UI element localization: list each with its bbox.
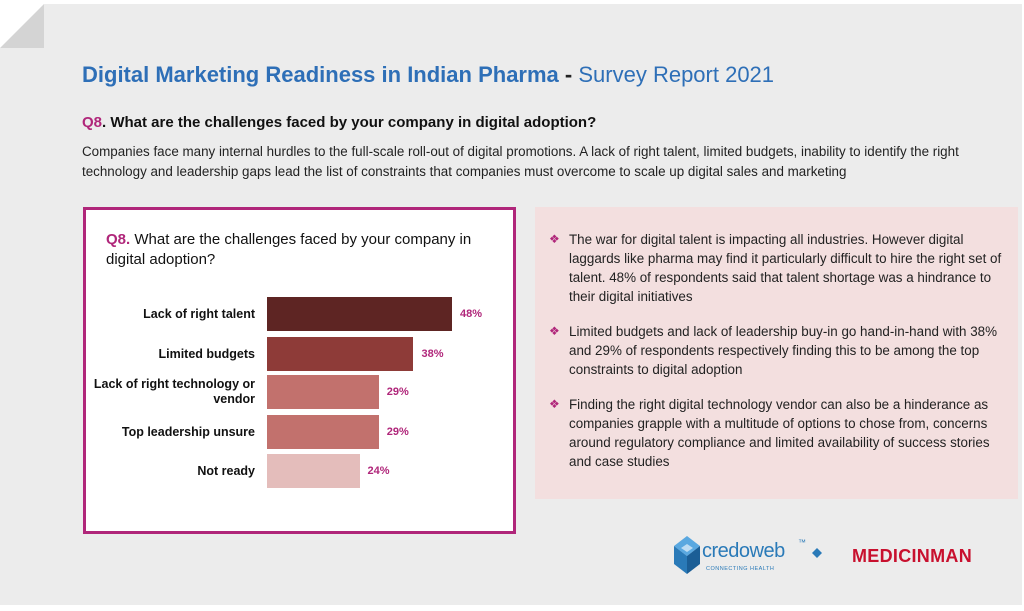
- bar: [267, 454, 360, 488]
- credoweb-tagline: CONNECTING HEALTH: [706, 566, 775, 572]
- report-title-separator: -: [564, 62, 573, 87]
- chart-title: Q8. What are the challenges faced by you…: [106, 230, 506, 270]
- bar-category-label: Top leadership unsure: [121, 424, 255, 439]
- insight-item: ❖ Limited budgets and lack of leadership…: [549, 322, 1009, 379]
- bar-value-label: 29%: [386, 386, 409, 398]
- report-title-sub: Survey Report 2021: [578, 62, 775, 87]
- chart-title-number: Q8.: [106, 231, 131, 248]
- bar-value-label: 48%: [460, 308, 483, 320]
- credoweb-trademark: ™: [798, 538, 806, 547]
- credoweb-diamond-icon: [812, 548, 822, 558]
- insight-text: The war for digital talent is impacting …: [569, 232, 1002, 304]
- question-heading: Q8. What are the challenges faced by you…: [82, 114, 596, 131]
- bar: [267, 337, 414, 371]
- bar: [267, 375, 379, 409]
- question-description: Companies face many internal hurdles to …: [82, 144, 959, 179]
- credoweb-wordmark: credoweb: [702, 540, 785, 562]
- bar-value-label: 38%: [421, 348, 444, 360]
- report-title-main: Digital Marketing Readiness in Indian Ph…: [82, 62, 559, 87]
- diamond-bullet-icon: ❖: [549, 397, 560, 411]
- medicinman-logo: MEDICINMAN: [852, 546, 972, 566]
- bar-value-label: 24%: [367, 465, 390, 477]
- bar-category-label: Not ready: [197, 463, 255, 478]
- bar: [267, 297, 452, 331]
- credoweb-cube-icon: [674, 536, 700, 574]
- bar-category-label: Lack of right technology or vendor: [93, 377, 255, 406]
- insight-text: Finding the right digital technology ven…: [569, 397, 990, 469]
- diamond-bullet-icon: ❖: [549, 232, 560, 246]
- bar-category-label: Limited budgets: [158, 346, 255, 361]
- chart-panel: Q8. What are the challenges faced by you…: [83, 207, 516, 534]
- bar-value-label: 29%: [386, 426, 409, 438]
- insight-text: Limited budgets and lack of leadership b…: [569, 324, 998, 377]
- report-title: Digital Marketing Readiness in Indian Ph…: [82, 62, 774, 88]
- credoweb-logo: credoweb ™ CONNECTING HEALTH: [672, 532, 832, 582]
- insight-item: ❖ The war for digital talent is impactin…: [549, 230, 1009, 306]
- insight-item: ❖ Finding the right digital technology v…: [549, 395, 1009, 471]
- bar-category-label: Lack of right talent: [143, 306, 255, 321]
- bar: [267, 415, 379, 449]
- diamond-bullet-icon: ❖: [549, 324, 560, 338]
- insights-panel: ❖ The war for digital talent is impactin…: [535, 207, 1018, 499]
- question-text: . What are the challenges faced by your …: [102, 114, 597, 131]
- question-number: Q8: [82, 114, 103, 131]
- chart-title-text: What are the challenges faced by your co…: [106, 231, 472, 268]
- page-fold-corner: [0, 4, 44, 48]
